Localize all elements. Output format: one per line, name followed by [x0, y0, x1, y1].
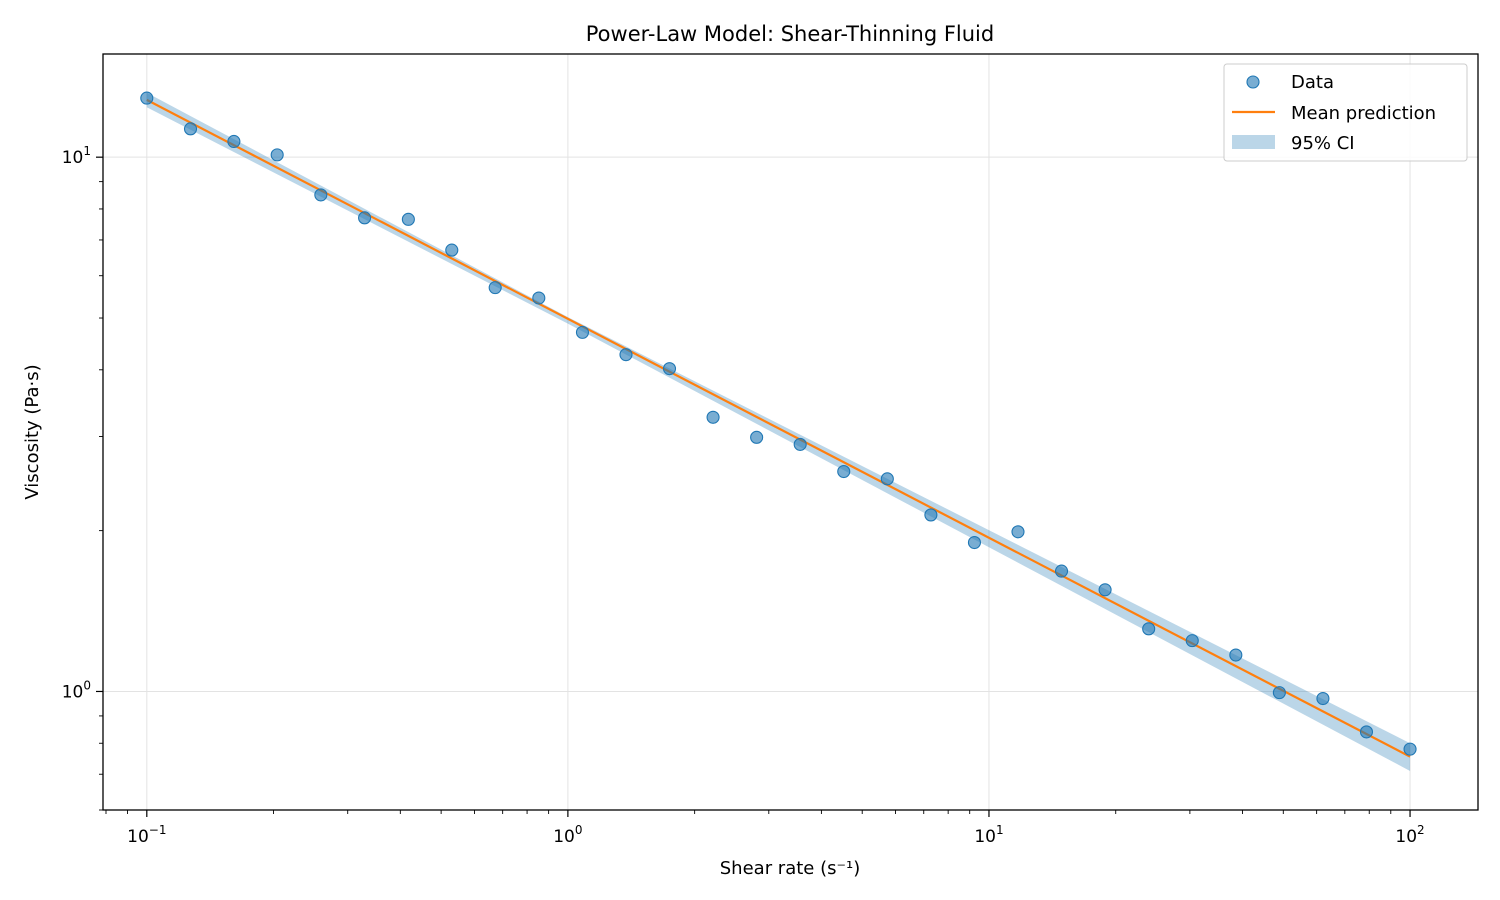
chart-title: Power-Law Model: Shear-Thinning Fluid [586, 22, 994, 46]
x-tick-label: 102 [1395, 823, 1424, 847]
data-point [1142, 622, 1156, 636]
data-point [575, 325, 590, 339]
data-point [924, 508, 938, 522]
legend-box [1223, 63, 1468, 162]
x-tick-label: 100 [553, 823, 582, 847]
ci-band-layer [146, 92, 1411, 771]
data-point [1316, 691, 1330, 706]
data-point [619, 348, 633, 362]
data-point [706, 410, 720, 424]
data-point [401, 212, 415, 226]
data-points [140, 91, 1417, 756]
data-point [1185, 634, 1199, 648]
data-point [1272, 686, 1286, 700]
data-point [1054, 564, 1069, 578]
data-point [488, 281, 502, 295]
x-axis-label: Shear rate (s⁻¹) [720, 858, 860, 879]
legend-label-ci: 95% CI [1291, 133, 1355, 154]
data-point [314, 188, 328, 202]
plot-frame [102, 53, 1479, 811]
mean-prediction-line [146, 98, 1411, 758]
data-point [140, 91, 154, 105]
x-tick-label: 101 [974, 823, 1003, 847]
y-tick-label: 100 [62, 678, 91, 702]
y-axis-label: Viscosity (Pa·s) [22, 364, 43, 499]
data-point [227, 134, 241, 149]
data-point [1098, 583, 1112, 597]
data-point [750, 430, 764, 444]
data-point [793, 437, 807, 451]
data-point [183, 122, 198, 136]
data-point [1229, 648, 1243, 662]
data-point [532, 291, 546, 305]
data-point [1011, 525, 1025, 539]
legend: Data Mean prediction 95% CI [1223, 63, 1468, 162]
x-tick-label: 10−1 [127, 823, 166, 847]
data-point [1359, 725, 1374, 739]
axis-ticks: 10−1 100 101 102 100 101 [62, 144, 1425, 847]
legend-label-mean: Mean prediction [1291, 103, 1436, 124]
legend-label-data: Data [1291, 72, 1334, 93]
data-point [837, 464, 851, 479]
data-point [270, 148, 284, 162]
legend-data-marker [1246, 75, 1260, 89]
data-point [445, 243, 459, 257]
data-point [967, 535, 982, 550]
y-tick-label: 101 [62, 144, 91, 168]
data-point [1403, 742, 1417, 756]
data-point [358, 211, 372, 225]
data-point [662, 362, 677, 376]
legend-ci-patch [1232, 135, 1275, 149]
mean-line-layer [146, 98, 1411, 758]
ci-band [146, 92, 1411, 771]
data-point [880, 472, 894, 486]
